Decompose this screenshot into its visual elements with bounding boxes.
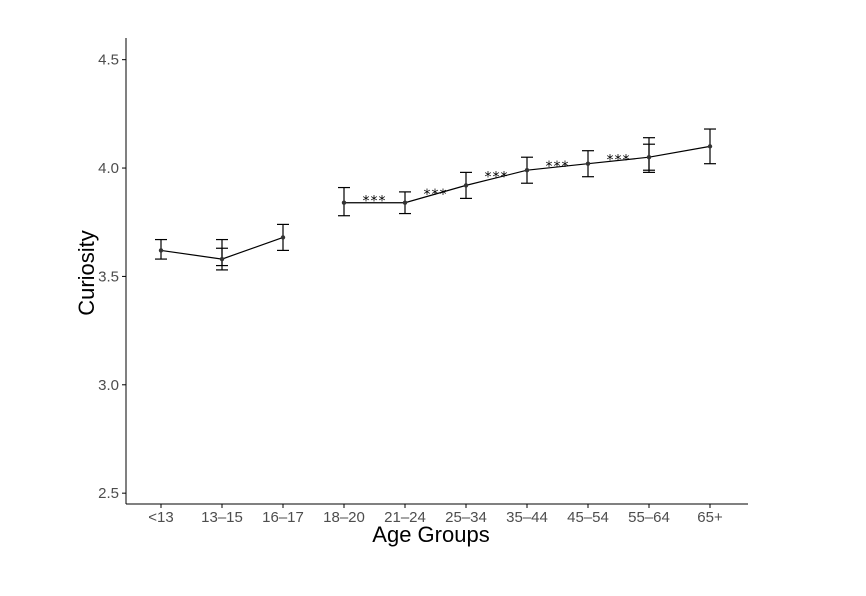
y-tick-label: 4.5 xyxy=(98,52,119,69)
data-points xyxy=(158,144,713,262)
x-tick-label: 21–24 xyxy=(384,509,426,526)
data-point xyxy=(219,256,225,262)
significance-label: *** xyxy=(485,170,509,186)
significance-label: *** xyxy=(607,152,631,168)
axes xyxy=(125,38,748,505)
x-ticks: <13 13–15 16–17 18–20 21–24 25–34 35–44 45–54 55… xyxy=(148,504,723,526)
y-tick-label: 4.0 xyxy=(98,160,119,177)
error-bar xyxy=(216,238,228,267)
significance-label: *** xyxy=(363,194,387,210)
significance-label: *** xyxy=(424,187,448,203)
x-tick-label: 55–64 xyxy=(628,509,670,526)
data-point xyxy=(524,168,530,173)
x-tick-label: 65+ xyxy=(697,509,723,526)
x-tick-label: 35–44 xyxy=(506,509,548,526)
x-tick-label: 25–34 xyxy=(445,509,487,526)
data-point xyxy=(158,248,164,253)
data-point xyxy=(402,200,408,205)
data-point xyxy=(585,161,591,166)
data-point xyxy=(463,183,469,188)
y-tick-label: 3.5 xyxy=(98,268,119,285)
data-point xyxy=(280,235,286,240)
y-tick-label: 2.5 xyxy=(98,485,119,502)
y-tick-label: 3.0 xyxy=(98,377,119,394)
significance-annotations: *** *** *** *** *** xyxy=(363,152,631,210)
data-point xyxy=(341,200,347,205)
x-tick-label: 18–20 xyxy=(323,509,365,526)
y-ticks: 2.5 3.0 3.5 4.0 4.5 xyxy=(98,52,126,502)
x-tick-label: 16–17 xyxy=(262,509,304,526)
data-point xyxy=(707,144,713,149)
x-axis-title: Age Groups xyxy=(372,522,489,547)
significance-label: *** xyxy=(546,159,570,175)
data-point xyxy=(646,155,652,160)
x-tick-label: 45–54 xyxy=(567,509,609,526)
x-tick-label: 13–15 xyxy=(201,509,243,526)
y-axis-title: Curiosity xyxy=(74,230,99,316)
x-tick-label: <13 xyxy=(148,509,173,526)
